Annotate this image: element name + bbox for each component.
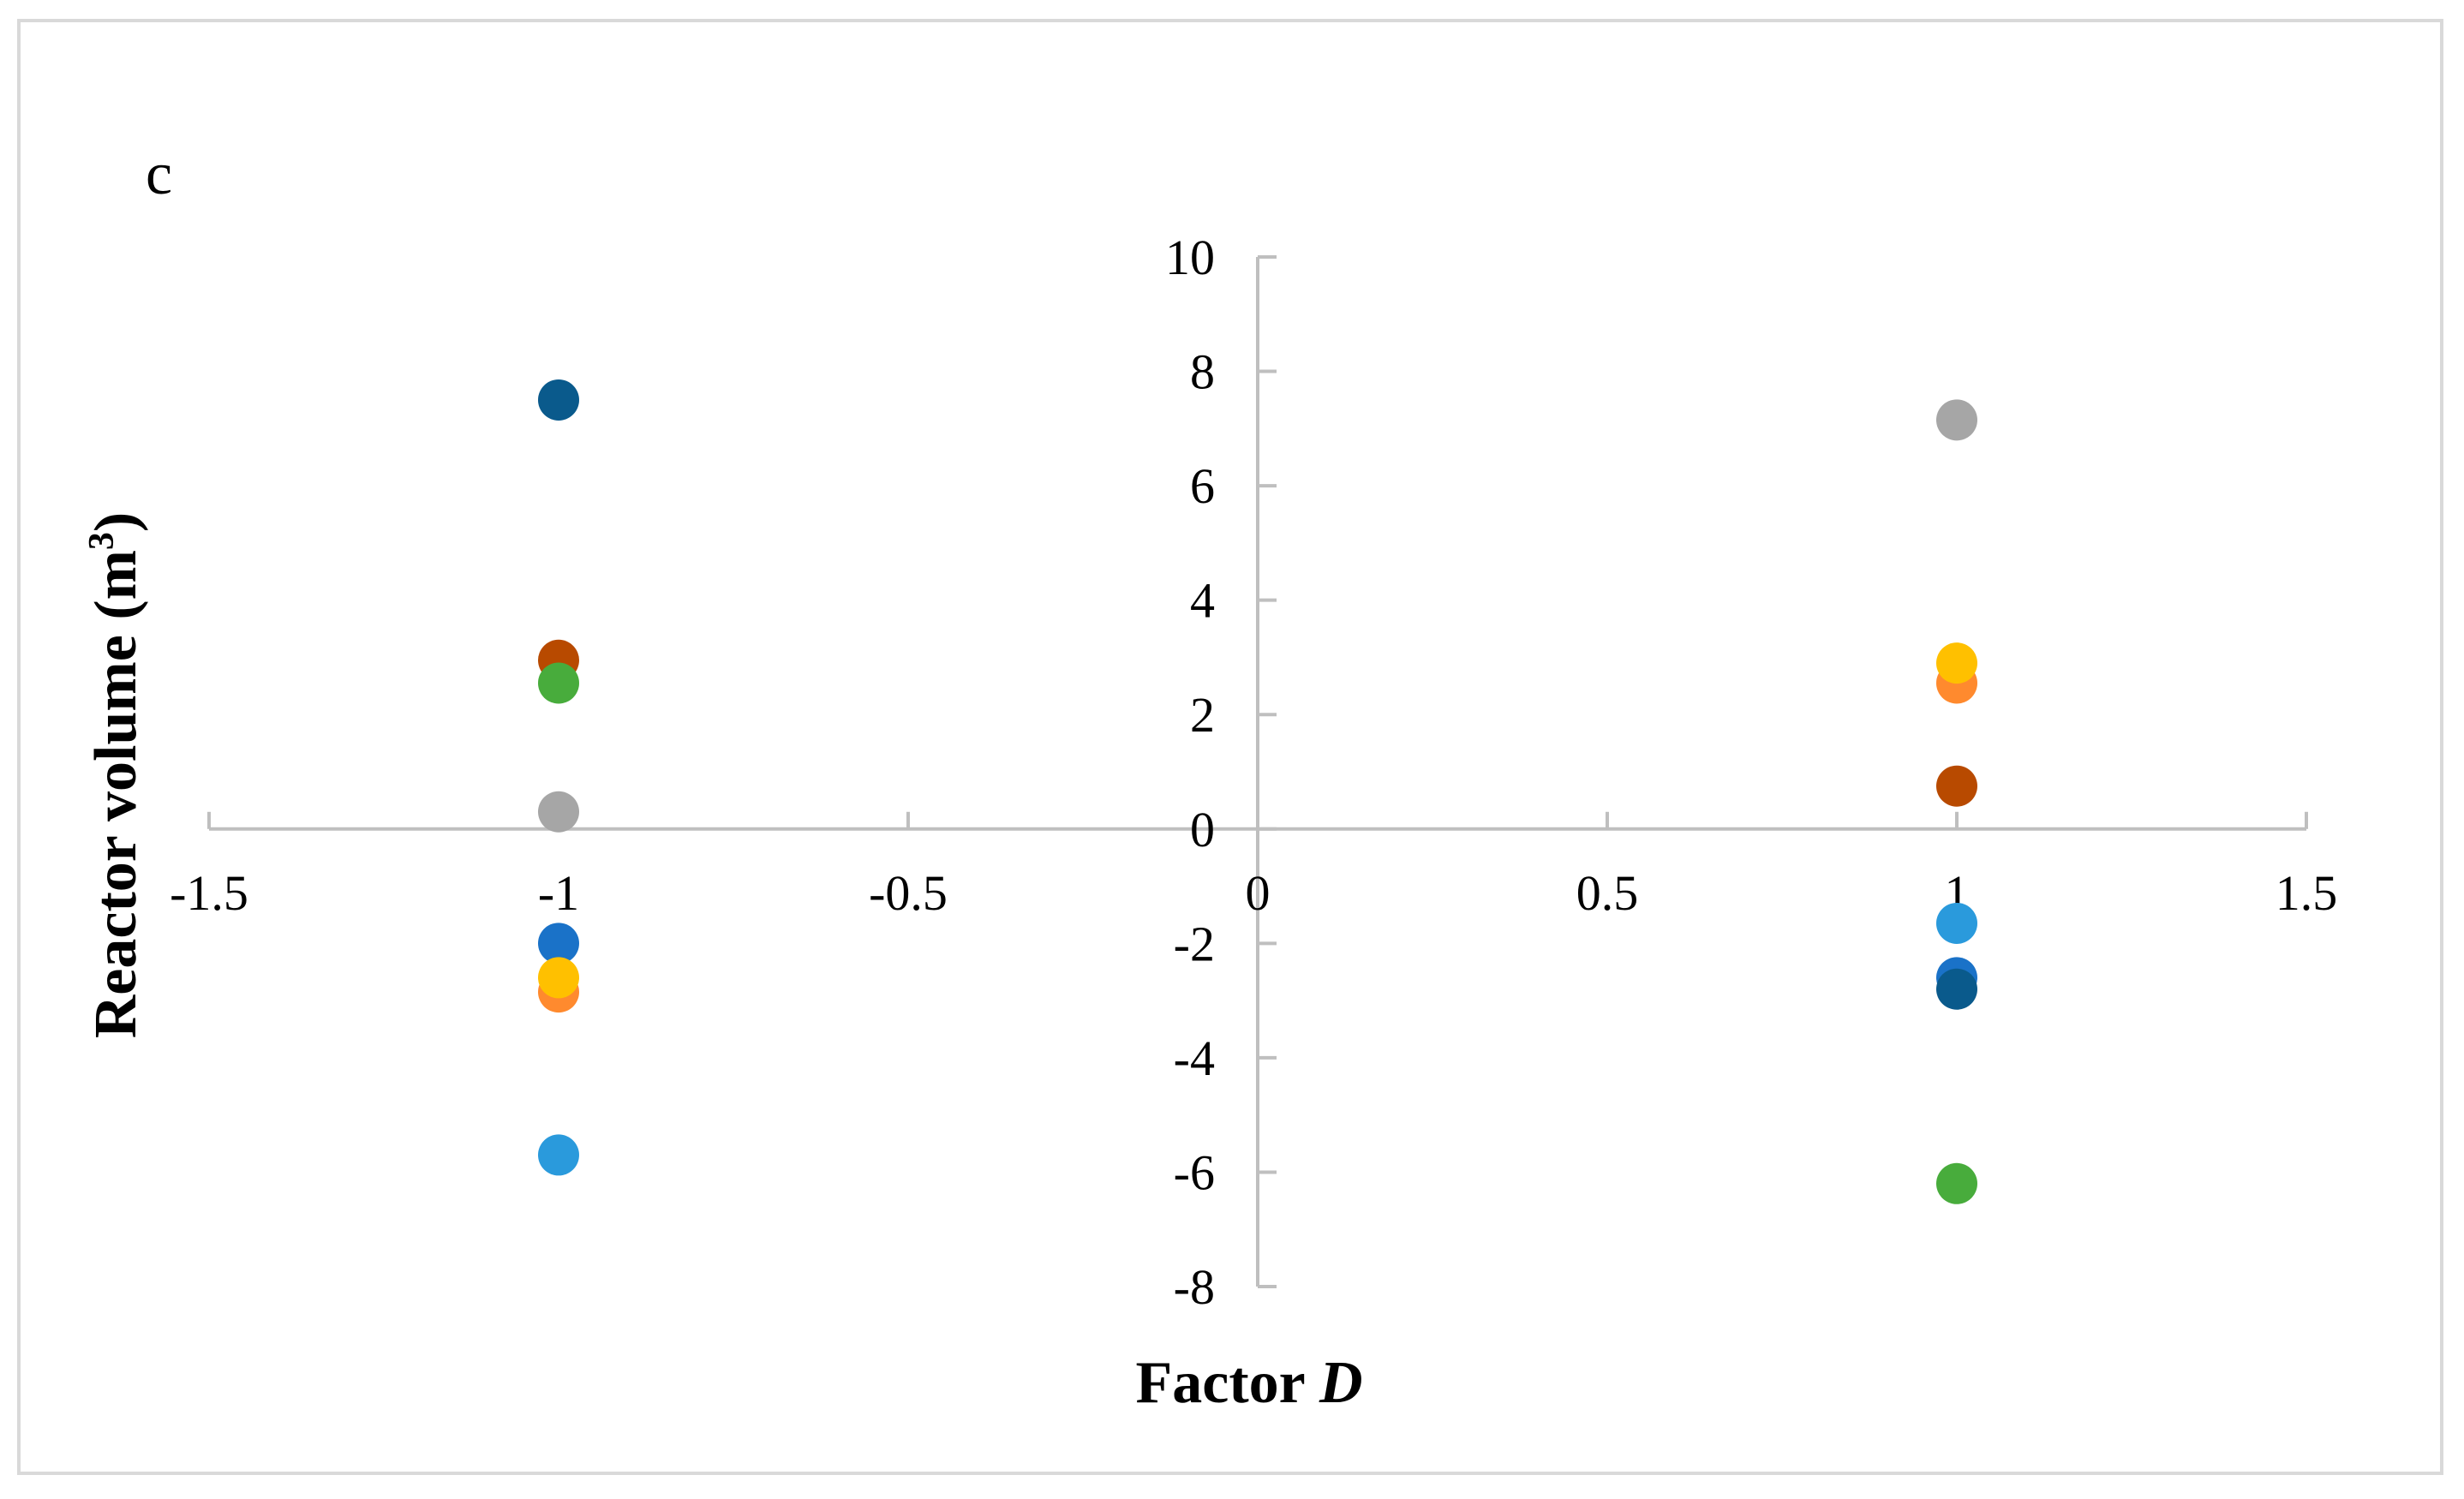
y-tick-label: 4 [1190,573,1215,629]
data-point [538,662,579,704]
y-axis-title-main: Reactor volume (m [83,550,149,1038]
y-tick-label: -8 [1174,1259,1215,1315]
x-tick-label: -0.5 [869,865,948,921]
x-tick-label: -1 [538,865,579,921]
y-tick-label: 6 [1190,458,1215,514]
y-tick-label: 8 [1190,344,1215,400]
data-point [1936,1162,1977,1204]
y-axis-title-superscript: 3 [82,532,122,550]
y-tick-labels: -8 -6 -4 -2 0 2 4 6 8 10 [1165,230,1215,1315]
data-point [1936,765,1977,807]
y-axis-title-close: ) [83,512,149,532]
x-tick-labels: -1.5 -1 -0.5 0 0.5 1 1.5 [170,865,2337,921]
x-tick-label: 0.5 [1576,865,1639,921]
data-point [538,957,579,999]
axes [207,255,2308,1288]
data-points [538,379,1977,1204]
data-point [1936,902,1977,944]
y-tick-label: 0 [1190,802,1215,857]
y-tick-label: 2 [1190,687,1215,743]
panel-label: c [146,141,172,207]
data-point [1936,642,1977,684]
data-point [538,791,579,833]
data-point [1936,968,1977,1010]
y-axis-title: Reactor volume (m3) [82,512,149,1039]
data-point [538,379,579,421]
x-axis-title-main: Factor [1135,1350,1319,1416]
data-point [538,923,579,964]
y-tick-label: -4 [1174,1030,1215,1086]
x-tick-label: -1.5 [170,865,248,921]
x-axis-title-italic: D [1319,1350,1363,1416]
data-point [1936,399,1977,441]
x-tick-label: 0 [1246,865,1271,921]
x-tick-label: 1.5 [2276,865,2338,921]
y-tick-label: -2 [1174,916,1215,971]
data-point [538,1134,579,1176]
x-axis-title: Factor D [1135,1350,1362,1416]
y-tick-label: -6 [1174,1144,1215,1200]
chart-frame [17,19,2443,1475]
y-tick-label: 10 [1165,230,1215,285]
